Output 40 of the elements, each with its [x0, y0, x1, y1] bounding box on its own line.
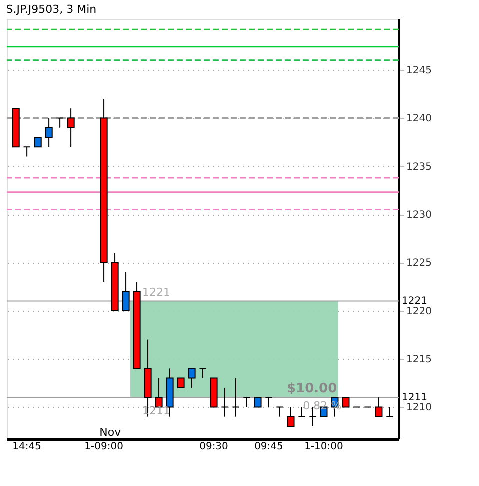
annotation: 0.82 % — [303, 400, 342, 413]
y-tick-label: 1210 — [406, 402, 432, 414]
x-tick-label: 09:45 — [254, 442, 284, 452]
candlestick — [155, 378, 163, 408]
candlestick — [265, 397, 273, 408]
annotation: $10.00 — [286, 382, 338, 397]
x-tick-label: 1-10:00 — [304, 442, 344, 452]
candlestick — [34, 136, 42, 148]
candlestick — [287, 406, 295, 427]
y-tick-label: 1235 — [406, 162, 432, 173]
candlestick — [177, 378, 185, 388]
candlestick — [56, 118, 64, 128]
candlestick — [254, 397, 262, 408]
ref-line-label: 1211 — [402, 392, 428, 404]
y-tick-label: 1225 — [406, 258, 432, 270]
x-tick-label: 14:45 — [12, 442, 42, 452]
candlestick — [122, 272, 130, 312]
candlestick — [199, 368, 207, 379]
candlestick — [67, 108, 75, 148]
x-tick-label: 1-09:00 — [84, 442, 124, 452]
y-tick-label: 1215 — [406, 354, 432, 366]
candlestick — [221, 387, 229, 418]
candlestick — [243, 397, 251, 408]
candlestick — [386, 406, 394, 418]
candlestick — [276, 406, 284, 418]
candlestick — [23, 146, 31, 158]
y-tick-label: 1230 — [406, 210, 432, 222]
candlestick — [375, 397, 383, 418]
y-tick-label: 1240 — [406, 114, 432, 125]
y-tick-label: 1245 — [406, 66, 432, 77]
candlestick — [45, 118, 53, 148]
annotation: 1221 — [142, 286, 171, 300]
x-tick-label: 09:30 — [200, 442, 228, 452]
annotation: Nov — [100, 426, 122, 439]
candlestick — [232, 378, 240, 418]
chart-title: S.JP.J9503, 3 Min — [6, 3, 97, 16]
candlestick — [342, 397, 350, 408]
y-tick-label: 1220 — [406, 306, 432, 318]
candlestick — [188, 368, 196, 388]
ref-line-label: 1221 — [402, 296, 428, 308]
